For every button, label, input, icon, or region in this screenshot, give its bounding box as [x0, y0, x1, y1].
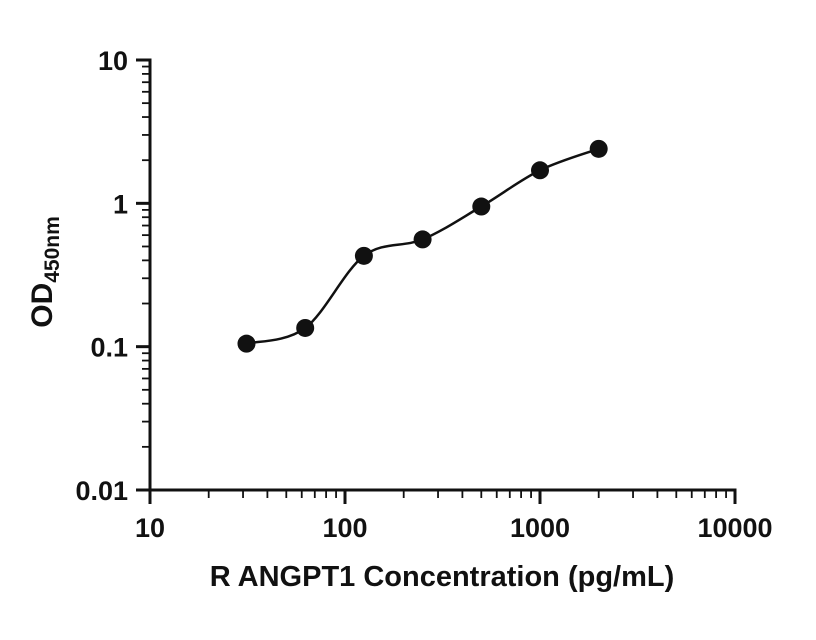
y-axis-title: OD450nm — [26, 216, 64, 328]
data-point — [531, 161, 549, 180]
y-tick-label: 10 — [98, 46, 128, 76]
x-tick-label: 10000 — [697, 513, 772, 543]
x-axis-title: R ANGPT1 Concentration (pg/mL) — [210, 561, 675, 593]
x-tick-label: 10 — [135, 513, 165, 543]
y-tick-label: 0.1 — [90, 333, 128, 363]
data-point — [589, 139, 608, 158]
data-point — [472, 197, 491, 216]
y-axis-title-main: OD — [26, 283, 59, 328]
data-point — [413, 230, 432, 249]
y-tick-label: 1 — [113, 189, 128, 219]
data-point — [296, 318, 315, 337]
x-tick-label: 100 — [322, 513, 367, 543]
data-point — [354, 246, 373, 265]
data-point — [237, 334, 256, 353]
y-tick-label: 0.01 — [75, 476, 128, 506]
y-axis-title-subscript: 450nm — [41, 216, 64, 283]
plot-layer: 10 100 1000 10000 0.01 0.1 1 10 — [75, 46, 772, 543]
x-tick-label: 1000 — [510, 513, 570, 543]
